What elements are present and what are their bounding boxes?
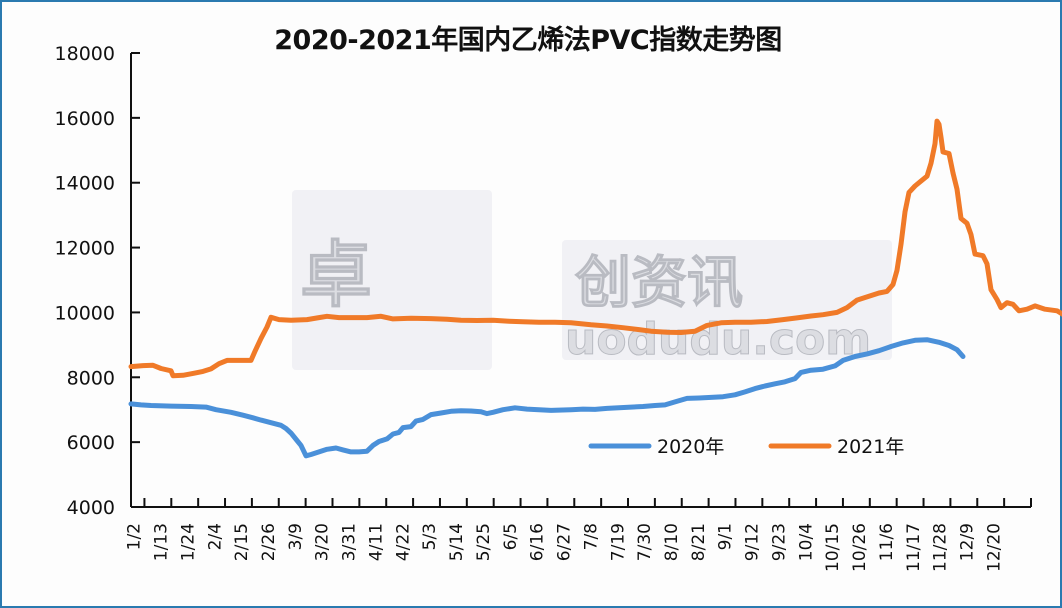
y-tick-label: 14000	[55, 173, 115, 195]
x-tick-label: 7/30	[635, 523, 655, 561]
x-tick-label: 8/10	[662, 523, 682, 561]
y-tick-label: 10000	[55, 302, 115, 324]
x-tick-label: 3/31	[340, 523, 360, 561]
y-tick-label: 4000	[67, 497, 115, 519]
series-line-2020年	[128, 337, 966, 459]
y-tick-label: 8000	[67, 367, 115, 389]
chart-title-text: 2020-2021年国内乙烯法PVC指数走势图	[274, 25, 782, 56]
legend: 2020年 2021年	[588, 436, 904, 458]
y-tick-label: 6000	[67, 432, 115, 454]
x-tick-label: 5/3	[420, 523, 440, 550]
x-axis: 1/2 1/13 1/24 2/4 2/15 2/26 3/9 3/20 3/31 4/11 4/2…	[125, 498, 1032, 572]
x-tick-label: 10/15	[823, 523, 843, 572]
watermark-logo-box	[292, 190, 492, 370]
x-tick-label: 6/5	[501, 523, 521, 550]
y-tick-label: 12000	[55, 238, 115, 260]
x-tick-label: 11/6	[877, 523, 897, 561]
x-tick-label: 4/11	[366, 523, 386, 561]
x-tick-label: 6/27	[555, 523, 575, 561]
watermark: 卓 创资讯 uodudu.com	[292, 190, 892, 370]
x-tick-label: 9/23	[769, 523, 789, 561]
x-tick-label: 5/25	[474, 523, 494, 561]
x-tick-label: 4/22	[393, 523, 413, 561]
x-tick-label: 11/28	[931, 523, 951, 572]
legend-label: 2020年	[657, 436, 724, 458]
x-tick-label: 1/13	[152, 523, 172, 561]
x-tick-label: 2/4	[205, 523, 225, 550]
x-tick-label: 9/12	[743, 523, 763, 561]
legend-label: 2021年	[837, 436, 904, 458]
x-tick-label: 10/26	[850, 523, 870, 572]
x-tick-label: 11/17	[904, 523, 924, 572]
x-tick-label: 12/9	[958, 523, 978, 561]
x-tick-label: 7/8	[581, 523, 601, 550]
x-tick-label: 12/20	[984, 523, 1004, 572]
x-tick-label: 5/14	[447, 523, 467, 561]
x-tick-label: 9/1	[716, 523, 736, 550]
x-tick-label: 2/26	[259, 523, 279, 561]
x-tick-label: 8/21	[689, 523, 709, 561]
watermark-logo-glyph: 卓	[300, 233, 372, 317]
x-tick-label: 10/4	[796, 523, 816, 561]
y-tick-label: 18000	[55, 43, 115, 65]
y-tick-label: 16000	[55, 108, 115, 130]
series-line-2021年	[128, 118, 1062, 379]
watermark-cn-text: 创资讯	[575, 251, 743, 316]
x-tick-label: 7/19	[608, 523, 628, 561]
chart-title: 2020-2021年国内乙烯法PVC指数走势图	[0, 18, 1062, 57]
x-tick-label: 1/24	[178, 523, 198, 561]
x-tick-label: 3/20	[313, 523, 333, 561]
series-lines	[128, 118, 1062, 459]
x-tick-label: 1/2	[125, 523, 145, 550]
y-axis: 4000 6000 8000 10000 12000 14000 16000 18000	[55, 43, 140, 519]
x-tick-label: 2/15	[232, 523, 252, 561]
x-tick-label: 6/16	[528, 523, 548, 561]
x-tick-label: 3/9	[286, 523, 306, 550]
